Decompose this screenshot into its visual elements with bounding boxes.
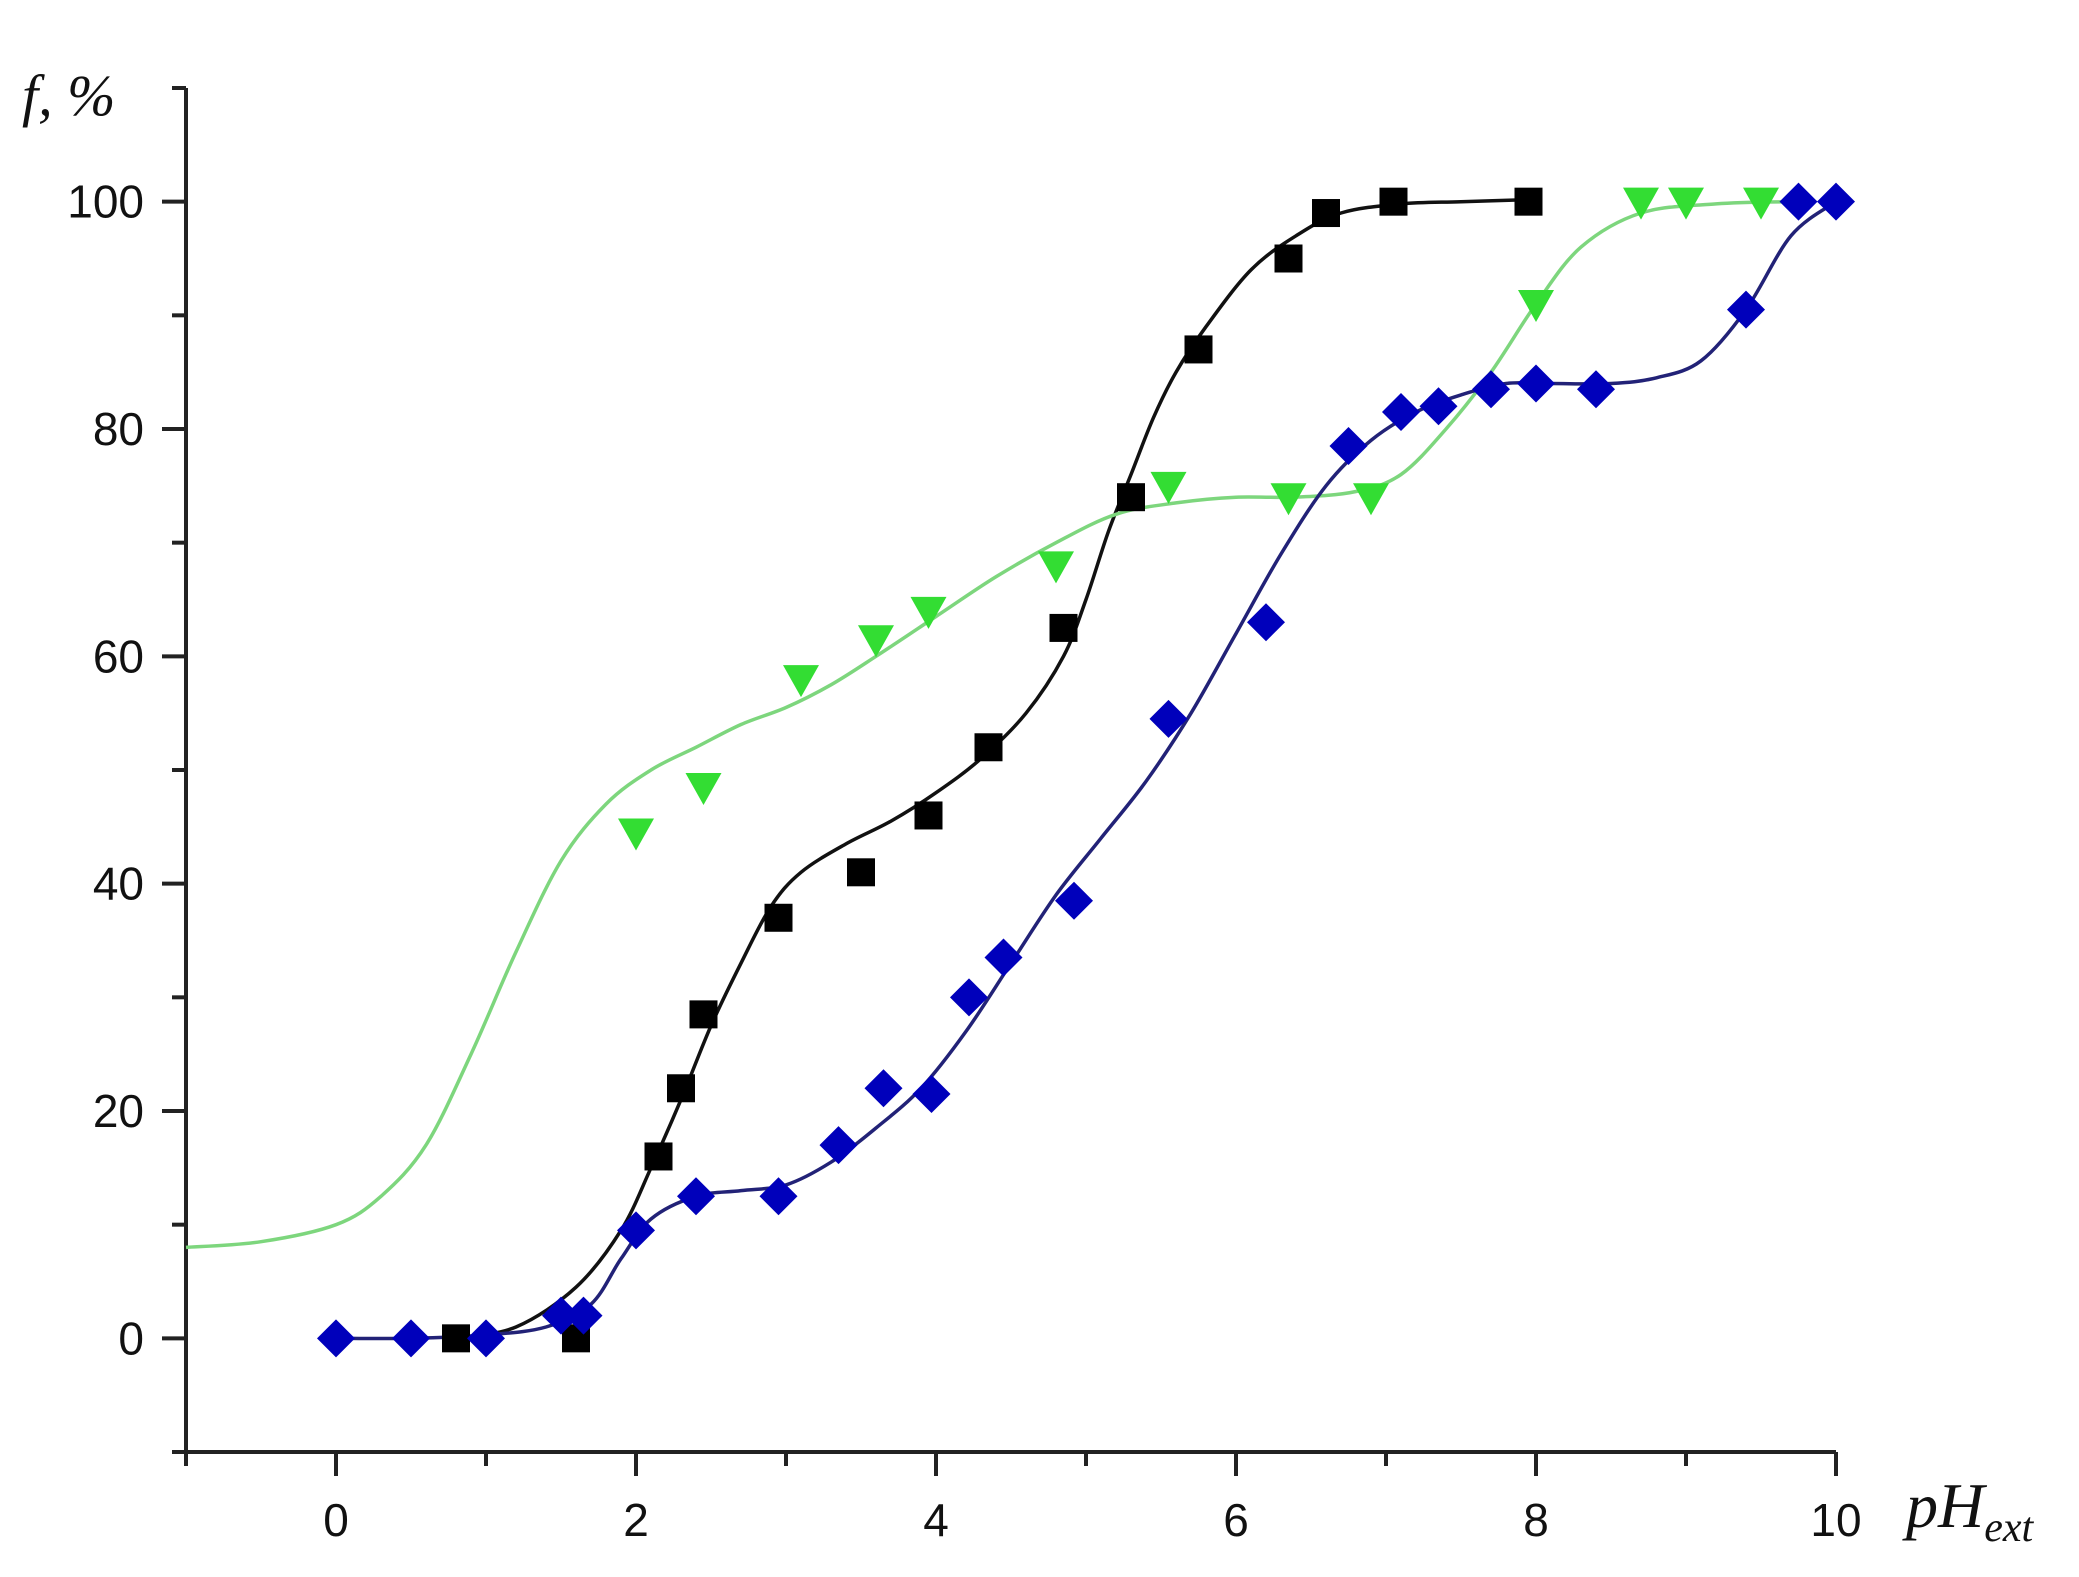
- data-point-diamond: [819, 1126, 858, 1165]
- data-point-triangle: [685, 773, 722, 806]
- x-axis-label-main: pH: [1902, 1470, 1988, 1541]
- x-tick-label: 10: [1810, 1494, 1861, 1546]
- data-point-diamond: [984, 938, 1023, 977]
- data-point-square: [764, 903, 793, 932]
- x-axis: 0 2 4 6 8 10: [184, 1450, 1862, 1546]
- data-point-triangle: [1270, 483, 1307, 516]
- series-square: [442, 187, 1543, 1353]
- data-point-diamond: [864, 1069, 903, 1108]
- data-point-diamond: [1577, 370, 1615, 409]
- data-point-triangle: [1150, 471, 1187, 504]
- data-point-diamond: [950, 978, 988, 1017]
- data-point-triangle: [1668, 187, 1704, 220]
- data-point-square: [667, 1074, 695, 1103]
- y-tick-label: 80: [93, 403, 144, 455]
- data-point-square: [442, 1324, 470, 1353]
- data-point-square: [847, 858, 875, 887]
- x-tick-label: 0: [323, 1494, 349, 1546]
- x-tick-label: 6: [1223, 1494, 1249, 1546]
- x-axis-label: pHext: [1902, 1470, 2035, 1551]
- data-point-triangle: [858, 625, 894, 658]
- data-point-diamond: [1419, 387, 1458, 426]
- data-point-diamond: [1727, 290, 1765, 329]
- data-point-diamond: [1382, 392, 1420, 431]
- data-point-triangle: [618, 818, 654, 851]
- data-point-triangle: [1518, 289, 1554, 322]
- x-axis-title: pHext: [1902, 1470, 2035, 1551]
- fit-curve-triangle-down: [185, 199, 1792, 1250]
- data-point-diamond: [564, 1296, 603, 1335]
- y-axis-title: f, %: [22, 63, 115, 128]
- x-axis-label-subscript: ext: [1984, 1505, 2034, 1551]
- data-point-square: [1274, 244, 1303, 273]
- data-point-diamond: [1149, 699, 1188, 738]
- data-point-square: [1379, 187, 1408, 216]
- data-point-diamond: [1329, 427, 1368, 466]
- data-point-triangle: [910, 596, 947, 629]
- fit-curve-square: [455, 197, 1537, 1341]
- data-point-square: [1049, 613, 1078, 642]
- data-point-diamond: [677, 1177, 715, 1216]
- y-axis-label: f, %: [22, 63, 115, 128]
- y-tick-label: 100: [67, 176, 144, 228]
- x-tick-label: 4: [923, 1494, 949, 1546]
- data-point-square: [1117, 483, 1145, 512]
- x-tick-label: 2: [623, 1494, 649, 1546]
- data-point-diamond: [759, 1177, 798, 1216]
- y-tick-label: 20: [93, 1085, 144, 1137]
- data-point-square: [1184, 335, 1213, 364]
- y-axis: 0 20 40 60 80 100: [67, 86, 188, 1454]
- data-point-diamond: [542, 1296, 580, 1335]
- data-point-square: [689, 1000, 718, 1029]
- data-point-square: [1312, 199, 1340, 228]
- data-point-diamond: [912, 1074, 951, 1113]
- data-point-diamond: [392, 1319, 430, 1358]
- data-point-triangle: [1353, 483, 1389, 516]
- data-point-square: [974, 733, 1003, 762]
- x-ticks: 0 2 4 6 8 10: [184, 1452, 1862, 1546]
- series-triangle-down: [618, 187, 1779, 851]
- data-point-triangle: [783, 665, 819, 698]
- data-point-diamond: [1779, 182, 1818, 221]
- y-tick-label: 0: [118, 1312, 144, 1364]
- data-point-triangle: [1623, 187, 1659, 220]
- data-point-diamond: [1517, 364, 1555, 403]
- data-point-triangle: [1743, 187, 1779, 220]
- data-point-triangle: [1038, 551, 1074, 584]
- y-ticks: 0 20 40 60 80 100: [67, 86, 186, 1454]
- data-point-diamond: [1247, 603, 1285, 642]
- data-point-diamond: [1817, 182, 1855, 221]
- data-point-square: [1514, 187, 1543, 216]
- data-point-diamond: [617, 1211, 655, 1250]
- fit-curve-diamond: [335, 200, 1838, 1341]
- series-diamond: [317, 182, 1855, 1358]
- x-tick-label: 8: [1523, 1494, 1549, 1546]
- data-point-diamond: [467, 1319, 505, 1358]
- data-point-diamond: [317, 1319, 355, 1358]
- data-point-square: [914, 801, 943, 830]
- y-tick-label: 40: [93, 858, 144, 910]
- data-point-diamond: [1472, 370, 1510, 409]
- data-point-square: [644, 1142, 673, 1171]
- data-point-diamond: [1055, 881, 1093, 920]
- plot-area: [185, 182, 1855, 1358]
- y-tick-label: 60: [93, 630, 144, 682]
